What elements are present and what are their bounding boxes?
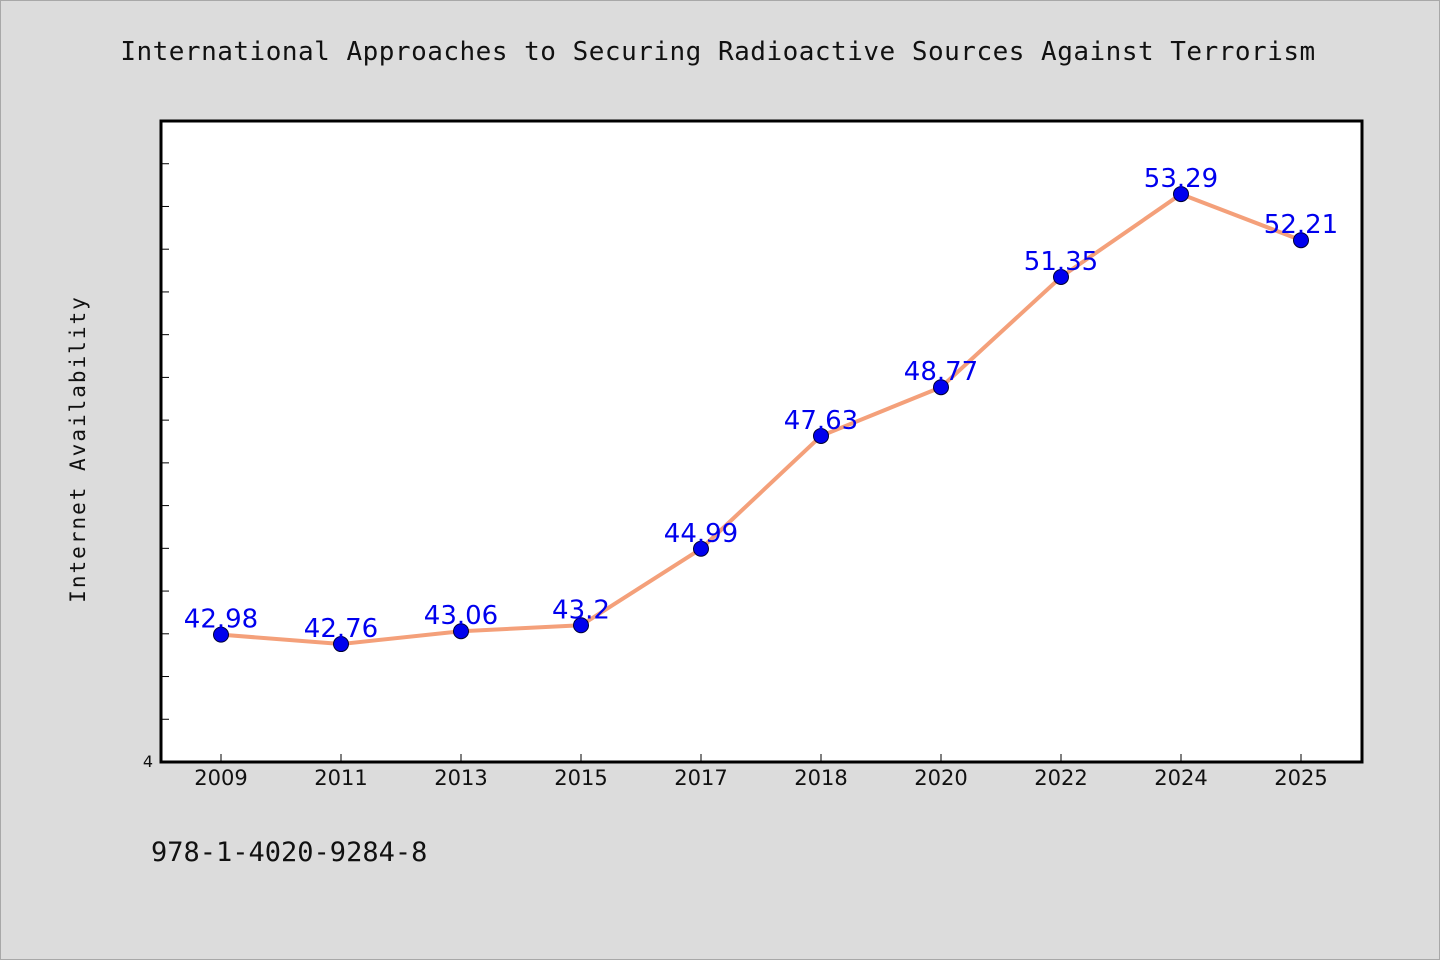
x-tick-label: 2018 (794, 766, 847, 790)
x-axis: 2009 2011 2013 2015 2017 2018 2020 2022 2024 2025 (194, 754, 1328, 790)
data-point (693, 540, 709, 557)
x-tick-label: 2022 (1034, 766, 1087, 790)
chart-title: International Approaches to Securing Rad… (120, 37, 1316, 67)
data-point (1293, 232, 1309, 249)
x-tick-label: 2020 (914, 766, 967, 790)
data-label: 43.2 (552, 595, 610, 625)
series-markers (213, 186, 1309, 653)
data-label: 44.99 (664, 519, 738, 549)
x-tick-label: 2025 (1274, 766, 1327, 790)
x-tick-label: 2011 (314, 766, 367, 790)
data-point (1173, 186, 1189, 203)
data-label: 47.63 (784, 406, 858, 436)
data-point (333, 636, 349, 653)
y-tick-label: 4 (143, 752, 153, 771)
x-tick-label: 2017 (674, 766, 727, 790)
data-point (573, 617, 589, 634)
isbn-footer: 978-1-4020-9284-8 (151, 837, 428, 868)
x-tick-label: 2013 (434, 766, 487, 790)
data-point (933, 379, 949, 396)
data-label: 52.21 (1264, 210, 1338, 240)
data-point (1053, 268, 1069, 285)
y-axis: 4 (143, 163, 169, 771)
x-tick-label: 2009 (194, 766, 247, 790)
data-label: 51.35 (1024, 247, 1098, 277)
data-point (453, 623, 469, 640)
x-tick-label: 2024 (1154, 766, 1207, 790)
data-labels: 42.98 42.76 43.06 43.2 44.99 47.63 48.77 51.35 5… (184, 164, 1338, 644)
data-label: 48.77 (904, 357, 978, 387)
data-point (213, 626, 229, 643)
data-label: 42.76 (304, 614, 378, 644)
data-label: 43.06 (424, 601, 498, 631)
x-tick-label: 2015 (554, 766, 607, 790)
data-point (813, 427, 829, 444)
data-label: 42.98 (184, 605, 258, 635)
series-line (220, 192, 1302, 647)
plot-frame (159, 119, 1364, 764)
data-label: 53.29 (1144, 164, 1218, 194)
